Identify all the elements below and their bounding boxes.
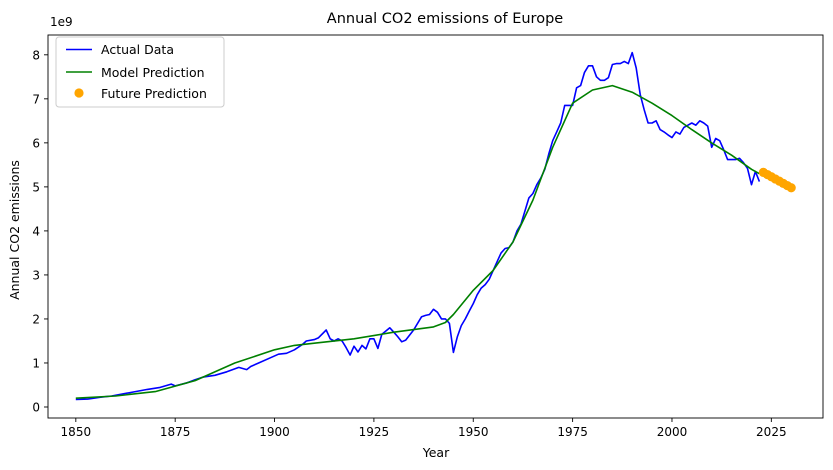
legend: Actual Data Model Prediction Future Pred…	[55, 36, 225, 108]
y-tick-label: 8	[32, 48, 40, 62]
series-line-0	[75, 51, 761, 401]
x-tick-label: 1900	[259, 425, 290, 439]
x-axis-label: Year	[422, 445, 450, 460]
y-tick-label: 1	[32, 356, 40, 370]
x-tick-label: 1950	[458, 425, 489, 439]
x-tick-label: 1875	[160, 425, 191, 439]
x-tick-label: 1925	[359, 425, 390, 439]
series-line-1	[75, 84, 760, 399]
y-tick-label: 2	[32, 312, 40, 326]
axis-ticks: 1850 1875 1900 1925 1950 1975 2000 2025 0 1 2 3 4 5 6 7…	[32, 48, 786, 439]
series-layer	[75, 51, 796, 401]
x-tick-label: 2025	[756, 425, 787, 439]
y-axis-scale-label: 1e9	[50, 15, 73, 29]
y-tick-label: 5	[32, 180, 40, 194]
legend-label-actual: Actual Data	[101, 42, 174, 57]
y-tick-label: 4	[32, 224, 40, 238]
future-prediction-point	[786, 183, 796, 193]
legend-label-future: Future Prediction	[101, 86, 207, 101]
y-tick-label: 3	[32, 268, 40, 282]
x-tick-label: 1975	[557, 425, 588, 439]
x-tick-label: 2000	[657, 425, 688, 439]
x-tick-label: 1850	[61, 425, 92, 439]
chart-title: Annual CO2 emissions of Europe	[327, 11, 563, 27]
y-axis-label: Annual CO2 emissions	[7, 160, 22, 300]
y-tick-label: 0	[32, 400, 40, 414]
plot-area-frame	[47, 34, 824, 419]
y-tick-label: 7	[32, 92, 40, 106]
legend-box	[55, 36, 225, 108]
legend-label-model: Model Prediction	[101, 65, 205, 80]
legend-swatch-future	[74, 88, 84, 98]
y-tick-label: 6	[32, 136, 40, 150]
